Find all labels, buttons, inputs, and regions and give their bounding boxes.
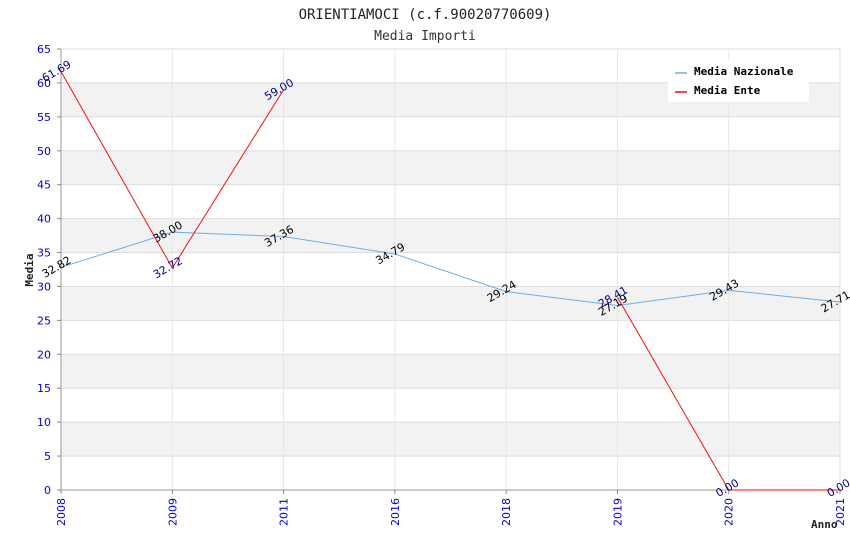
series-line-media-nazionale — [60, 231, 841, 307]
y-tick-label: 35 — [37, 247, 51, 260]
y-tick-label: 30 — [37, 280, 51, 293]
x-tick-label: 2009 — [166, 498, 179, 526]
legend-label-nazionale: Media Nazionale — [694, 65, 794, 78]
y-axis-label: Media — [23, 253, 36, 286]
chart-title: ORIENTIAMOCI (c.f.90020770609) — [299, 7, 552, 23]
series-lines — [60, 71, 841, 491]
y-tick-label: 40 — [37, 213, 51, 226]
y-tick-label: 55 — [37, 111, 51, 124]
series-line-media-ente — [616, 296, 840, 491]
x-tick-label: 2020 — [723, 498, 736, 526]
axes — [60, 49, 841, 491]
data-label-media-ente: 32.72 — [151, 254, 185, 281]
x-tick-label: 2016 — [389, 498, 402, 526]
y-tick-label: 45 — [37, 179, 51, 192]
y-tick-label: 20 — [37, 348, 51, 361]
y-tick-label: 5 — [44, 450, 51, 463]
series-line-media-ente — [60, 71, 284, 269]
grid-band — [61, 286, 840, 321]
grid-band — [61, 150, 840, 185]
y-axis-ticks: 0 5 10 15 20 25 30 35 40 45 50 55 60 65 — [37, 43, 61, 497]
x-tick-label: 2008 — [55, 498, 68, 526]
y-tick-label: 25 — [37, 314, 51, 327]
x-axis-label: Anno — [811, 518, 838, 531]
y-tick-label: 65 — [37, 43, 51, 56]
x-tick-label: 2019 — [611, 498, 624, 526]
x-tick-label: 2021 — [834, 498, 847, 526]
legend-box — [668, 60, 809, 102]
y-tick-label: 50 — [37, 145, 51, 158]
legend: Media Nazionale Media Ente — [668, 60, 809, 102]
x-tick-label: 2018 — [500, 498, 513, 526]
x-tick-label: 2011 — [278, 498, 291, 526]
data-label-media-ente: 0.00 — [713, 476, 741, 500]
y-tick-label: 15 — [37, 382, 51, 395]
y-tick-label: 10 — [37, 416, 51, 429]
grid-band — [61, 218, 840, 253]
grid-band — [61, 422, 840, 457]
data-label-media-ente: 61.69 — [40, 58, 74, 85]
legend-label-ente: Media Ente — [694, 84, 761, 97]
grid-band — [61, 354, 840, 389]
chart-subtitle: Media Importi — [374, 29, 476, 44]
x-axis-ticks: 2008 2009 2011 2016 2018 2019 2020 2021 — [55, 490, 847, 526]
grid-lines — [60, 48, 841, 491]
y-tick-label: 0 — [44, 484, 51, 497]
data-label-media-ente: 0.00 — [825, 476, 850, 500]
y-tick-label: 60 — [37, 77, 51, 90]
